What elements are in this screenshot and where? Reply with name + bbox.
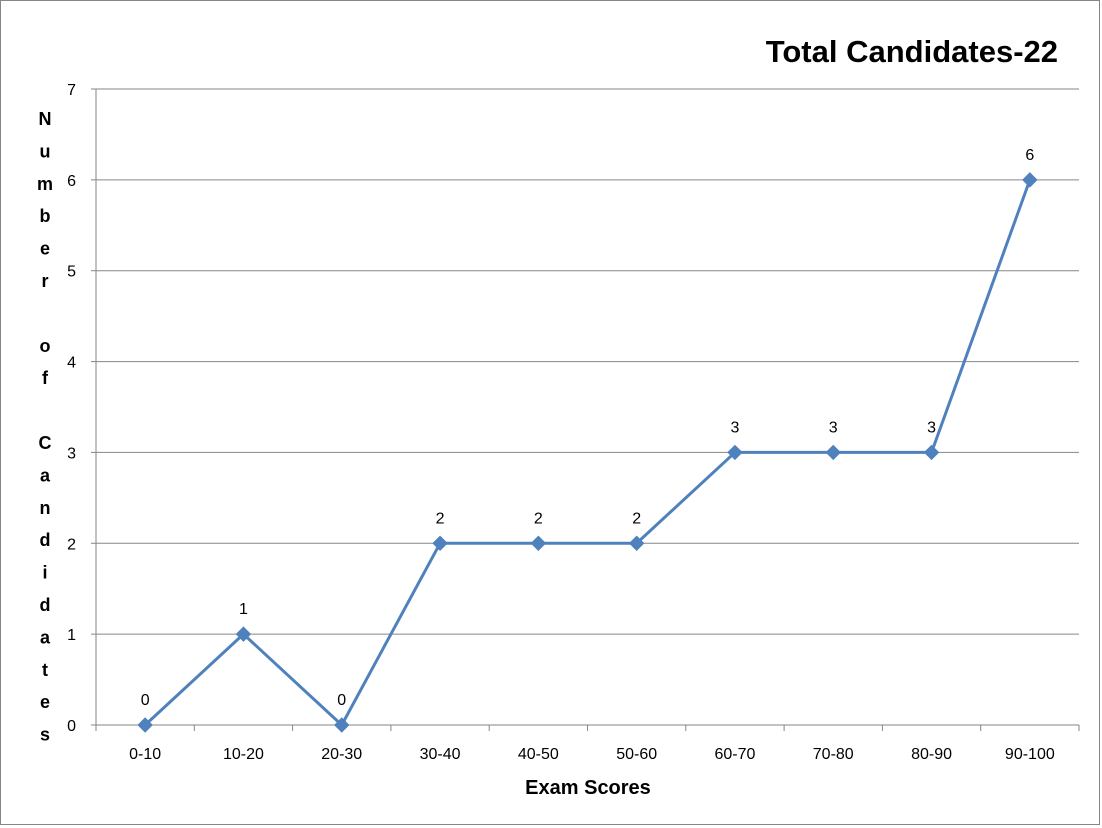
y-axis-title-char: d <box>40 530 51 550</box>
x-tick-labels: 0-10 10-20 20-30 30-40 40-50 50-60 60-70 70-80 8… <box>129 746 1055 763</box>
data-label: 2 <box>436 510 445 527</box>
data-markers <box>137 172 1038 733</box>
data-point <box>628 535 645 551</box>
y-axis-title-char: d <box>40 595 51 615</box>
data-point <box>137 717 153 733</box>
y-tick-label: 4 <box>67 355 76 372</box>
y-axis-title-char: b <box>40 206 51 226</box>
series-line <box>144 179 1032 727</box>
x-tick-label: 30-40 <box>420 746 461 763</box>
data-label: 0 <box>141 692 150 709</box>
y-axis-title-char: u <box>40 141 51 161</box>
x-tick-label: 70-80 <box>813 746 854 763</box>
y-tick-label: 2 <box>67 536 76 553</box>
data-point <box>530 535 547 551</box>
y-axis-title-char: a <box>40 627 51 647</box>
data-point <box>432 535 448 551</box>
y-tick-label: 6 <box>67 173 76 190</box>
data-label: 0 <box>337 692 346 709</box>
data-label: 2 <box>632 510 641 527</box>
data-label: 3 <box>829 419 838 436</box>
y-axis-title-char: e <box>40 692 50 712</box>
series-lines <box>144 179 1032 727</box>
y-axis-title-char: e <box>40 239 50 259</box>
x-tick-label: 40-50 <box>518 746 559 763</box>
y-tick-label: 1 <box>67 627 76 644</box>
chart-title: Total Candidates-22 <box>766 34 1058 69</box>
y-axis-title-char: r <box>41 271 48 291</box>
y-axis-title-char: s <box>40 725 50 745</box>
data-point <box>825 444 841 461</box>
x-tick-label: 10-20 <box>223 746 264 763</box>
data-label: 3 <box>730 419 739 436</box>
y-tick-label: 5 <box>67 264 76 281</box>
y-tick-labels: 0 1 2 3 4 5 6 7 <box>67 82 76 735</box>
y-tick-label: 3 <box>67 445 76 462</box>
data-label: 1 <box>239 601 248 618</box>
y-axis-title-char: C <box>39 433 52 453</box>
gridlines <box>96 88 1079 635</box>
x-tick-label: 90-100 <box>1005 746 1055 763</box>
data-point <box>727 444 743 461</box>
data-labels: 0 1 0 2 2 2 3 3 3 6 <box>141 147 1035 709</box>
x-tick-label: 60-70 <box>714 746 755 763</box>
data-point <box>235 626 252 642</box>
data-label: 6 <box>1025 147 1034 164</box>
x-tick-label: 50-60 <box>616 746 657 763</box>
data-point <box>334 717 350 733</box>
data-point <box>923 444 940 461</box>
y-axis-title-char: i <box>42 563 47 583</box>
x-tick-label: 0-10 <box>129 746 161 763</box>
x-tick-label: 20-30 <box>321 746 362 763</box>
y-tick-label: 7 <box>67 82 76 99</box>
data-label: 2 <box>534 510 543 527</box>
y-axis-title-char: f <box>42 368 49 388</box>
y-axis-title-char: a <box>40 465 51 485</box>
x-tick-label: 80-90 <box>911 746 952 763</box>
y-axis-title-char: m <box>37 174 53 194</box>
y-axis-title-char: N <box>39 109 52 129</box>
y-axis-title-char: o <box>40 336 51 356</box>
data-point <box>1022 172 1038 188</box>
axes <box>91 88 1080 731</box>
y-axis-title-char: n <box>40 498 51 518</box>
data-label: 3 <box>927 419 936 436</box>
y-axis-title-char: t <box>42 660 48 680</box>
x-axis-title: Exam Scores <box>525 777 651 799</box>
y-tick-label: 0 <box>67 718 76 735</box>
